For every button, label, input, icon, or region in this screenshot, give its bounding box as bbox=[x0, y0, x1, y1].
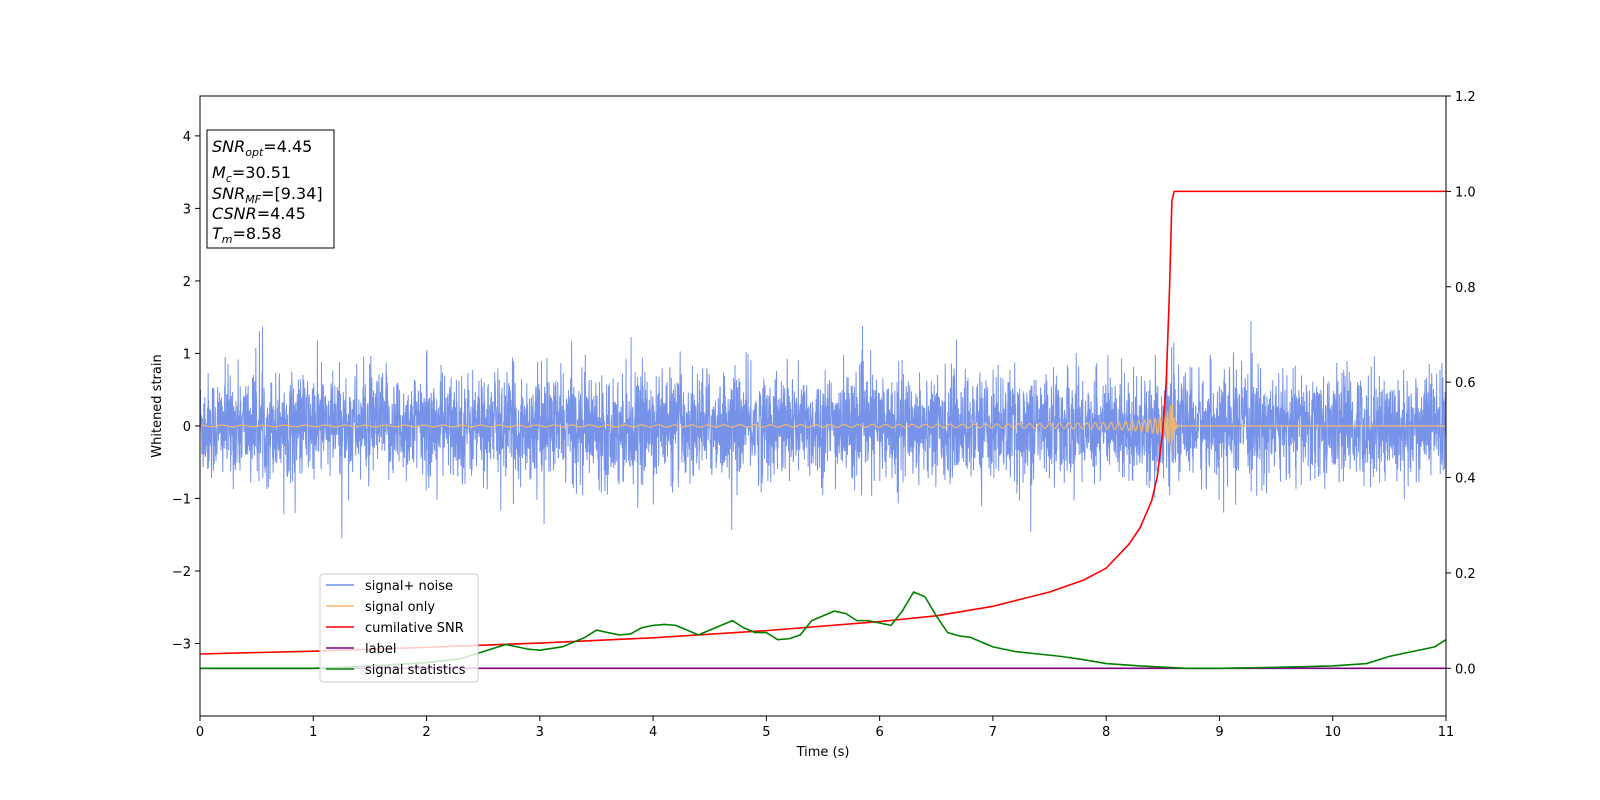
x-tick-label: 10 bbox=[1324, 725, 1341, 740]
x-tick-label: 7 bbox=[989, 725, 997, 740]
info-mc: Mc=30.51 bbox=[212, 163, 291, 185]
left-axis-ticks: −3 −2 −1 0 1 2 3 4 bbox=[172, 130, 200, 652]
info-snr-mf: SNRMF=[9.34] bbox=[212, 184, 323, 206]
right-tick-label: 0.6 bbox=[1455, 376, 1476, 391]
plot-frame bbox=[199, 95, 1447, 717]
right-tick-label: 0.2 bbox=[1455, 567, 1476, 582]
series-signal-statistics bbox=[200, 590, 1446, 670]
series-signal-only bbox=[200, 403, 1446, 453]
info-snr-opt: SNRopt=4.45 bbox=[212, 137, 312, 159]
left-tick-label: −2 bbox=[172, 565, 191, 580]
left-tick-label: 0 bbox=[183, 420, 191, 435]
x-axis-label: Time (s) bbox=[796, 745, 850, 760]
info-box: SNRopt=4.45 Mc=30.51 SNRMF=[9.34] CSNR=4… bbox=[206, 129, 335, 249]
right-tick-label: 1.0 bbox=[1455, 185, 1476, 200]
x-tick-label: 6 bbox=[875, 725, 883, 740]
x-tick-label: 8 bbox=[1102, 725, 1110, 740]
series-cumulative-snr bbox=[200, 190, 1446, 655]
right-tick-label: 0.8 bbox=[1455, 281, 1476, 296]
left-tick-label: 4 bbox=[183, 130, 191, 145]
left-tick-label: −1 bbox=[172, 492, 191, 507]
x-tick-label: 3 bbox=[536, 725, 544, 740]
x-tick-label: 2 bbox=[422, 725, 430, 740]
x-tick-label: 5 bbox=[762, 725, 770, 740]
info-csnr: CSNR=4.45 bbox=[212, 204, 306, 223]
right-axis-ticks: 0.0 0.2 0.4 0.6 0.8 1.0 1.2 bbox=[1446, 90, 1476, 677]
legend-label-signal-only: signal only bbox=[365, 600, 435, 615]
left-tick-label: 1 bbox=[183, 347, 191, 362]
left-tick-label: 3 bbox=[183, 202, 191, 217]
x-tick-label: 1 bbox=[309, 725, 317, 740]
left-tick-label: 2 bbox=[183, 275, 191, 290]
series-signal-noise bbox=[200, 321, 1446, 539]
right-tick-label: 0.0 bbox=[1455, 662, 1476, 677]
x-tick-label: 4 bbox=[649, 725, 657, 740]
info-tm: Tm=8.58 bbox=[212, 224, 282, 246]
legend-label-signal-noise: signal+ noise bbox=[365, 579, 453, 594]
legend-label-label: label bbox=[365, 642, 396, 657]
y-axis-label: Whitened strain bbox=[150, 354, 165, 457]
x-tick-label: 9 bbox=[1215, 725, 1223, 740]
x-tick-label: 0 bbox=[196, 725, 204, 740]
left-tick-label: −3 bbox=[172, 637, 191, 652]
right-tick-label: 1.2 bbox=[1455, 90, 1476, 105]
info-box-frame bbox=[206, 129, 335, 249]
x-axis-ticks: 0 1 2 3 4 5 6 7 8 9 10 11 bbox=[196, 716, 1454, 740]
legend: signal+ noise signal only cumilative SNR… bbox=[319, 573, 479, 683]
legend-label-signal-statistics: signal statistics bbox=[365, 663, 466, 678]
x-tick-label: 11 bbox=[1438, 725, 1455, 740]
legend-label-cumulative-snr: cumilative SNR bbox=[365, 621, 464, 636]
right-tick-label: 0.4 bbox=[1455, 472, 1476, 487]
legend-frame bbox=[319, 573, 479, 683]
